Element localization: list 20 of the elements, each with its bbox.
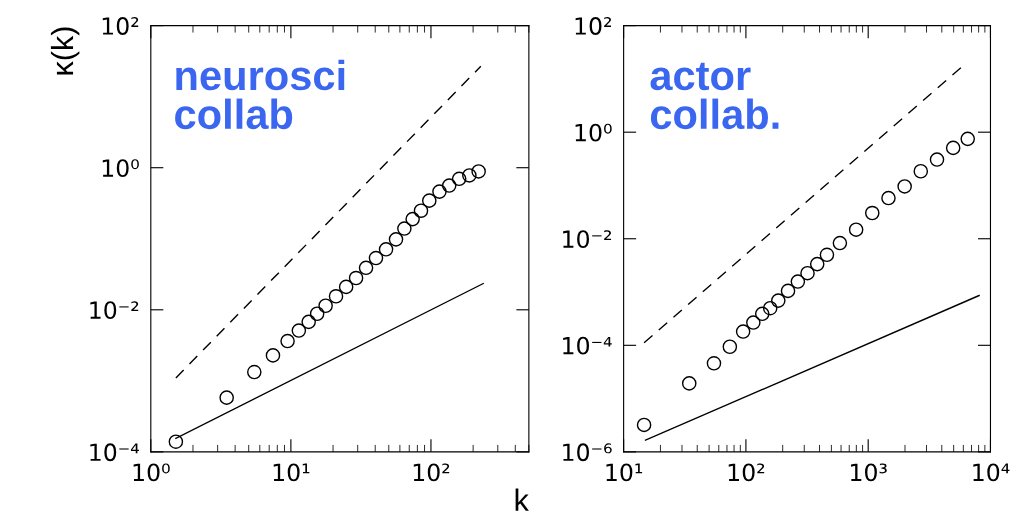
y-tick-label: 10⁻⁴ xyxy=(563,336,612,355)
y-tick-label: 10⁻⁶ xyxy=(563,443,612,462)
y-tick-label: 10⁻² xyxy=(563,230,612,249)
x-axis-title: k xyxy=(515,488,529,511)
x-tick-label: 10³ xyxy=(851,463,887,482)
x-tick-label: 10⁰ xyxy=(133,463,170,482)
y-tick-label: 10⁻² xyxy=(90,301,139,320)
annotation: neurosci collab xyxy=(175,59,345,130)
y-tick-label: 10² xyxy=(575,17,612,35)
y-tick-label: 10⁻⁴ xyxy=(90,443,139,462)
x-tick-label: 10² xyxy=(728,463,765,482)
x-tick-label: 10¹ xyxy=(273,463,310,482)
y-tick-label: 10⁰ xyxy=(102,159,139,178)
x-tick-label: 10⁴ xyxy=(973,463,1010,482)
y-tick-label: 10⁰ xyxy=(575,123,612,142)
y-axis-title: κ(k) xyxy=(50,27,80,75)
annotation: actor collab. xyxy=(650,62,779,130)
y-tick-label: 10² xyxy=(102,17,139,35)
x-tick-label: 10¹ xyxy=(606,463,643,482)
x-tick-label: 10² xyxy=(413,463,450,482)
